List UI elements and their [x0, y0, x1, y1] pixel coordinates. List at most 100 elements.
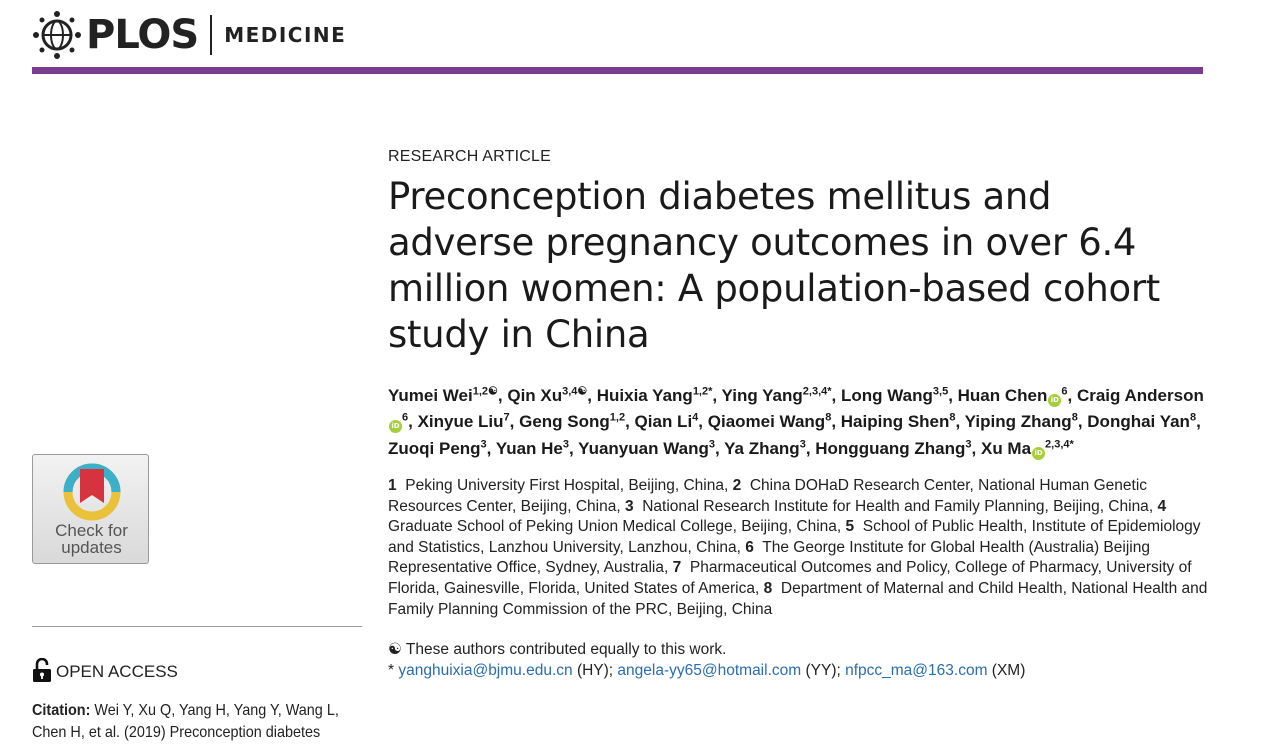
author-separator: , [805, 438, 816, 458]
citation-text: Wei Y, Xu Q, Yang H, Yang Y, Wang L, Che… [32, 702, 339, 741]
author[interactable]: Xu Ma iD2,3,4* [981, 438, 1074, 460]
check-updates-label: Check for updates [33, 522, 150, 556]
author[interactable]: Craig AndersoniD6, [388, 386, 1204, 434]
author-mark: ☯ [577, 385, 588, 397]
author-separator: , [625, 412, 635, 432]
article-front-matter: RESEARCH ARTICLE Preconception diabetes … [388, 148, 1208, 681]
author[interactable]: Yumei Wei1,2☯, [388, 385, 508, 405]
author-name: Ying Yang [721, 385, 803, 405]
author[interactable]: Xinyue Liu7, [417, 412, 520, 432]
affiliation: 1 Peking University First Hospital, Beij… [388, 476, 733, 494]
author[interactable]: Yiping Zhang8, [965, 411, 1088, 432]
author-separator: , [1196, 412, 1201, 432]
sidebar-divider [32, 626, 362, 627]
author-affiliation-sup: 2,3,4 [802, 385, 828, 397]
author[interactable]: Long Wang3,5, [841, 385, 958, 405]
author[interactable]: Zuoqi Peng3, [388, 438, 496, 458]
crossmark-icon [63, 463, 121, 521]
plos-globe-icon [33, 11, 81, 59]
author-name: Xinyue Liu [417, 412, 504, 432]
logo-divider [210, 15, 213, 55]
author-mark: * [827, 385, 832, 397]
author-separator: , [712, 385, 722, 405]
email-initials: (HY); [572, 661, 618, 679]
author[interactable]: Ying Yang2,3,4*, [721, 385, 841, 405]
author-name: Zuoqi Peng [388, 438, 481, 458]
affiliation: 2 China DOHaD Research Center, National … [388, 476, 1148, 515]
email-link[interactable]: yanghuixia@bjmu.edu.cn [398, 661, 573, 679]
plos-logo[interactable]: PLOS MEDICINE [32, 10, 346, 60]
open-lock-icon [33, 658, 51, 682]
author-mark: * [708, 385, 713, 397]
affiliation-number: 1 [388, 476, 397, 494]
orcid-icon[interactable]: iD [1032, 446, 1046, 460]
author-name: Huan Chen [957, 385, 1048, 405]
affiliation: 7 Pharmaceutical Outcomes and Policy, Co… [388, 559, 1192, 597]
author-separator: , [1077, 412, 1088, 432]
equal-contribution-symbol: ☯ [388, 641, 402, 659]
author-separator: , [971, 438, 981, 458]
orcid-icon[interactable]: iD [389, 420, 402, 434]
article-type: RESEARCH ARTICLE [388, 148, 551, 165]
logo-text: PLOS [86, 12, 199, 58]
author-separator: , [509, 412, 520, 432]
affiliation: 4 Graduate School of Peking Union Medica… [388, 497, 1167, 536]
author-name: Yuanyuan Wang [578, 438, 709, 458]
email-link[interactable]: nfpcc_ma@163.com [845, 661, 988, 679]
check-for-updates-button[interactable]: Check for updates [32, 454, 149, 564]
affiliation-number: 7 [672, 559, 682, 577]
affiliation: 5 School of Public Health, Institute of … [388, 518, 1201, 556]
author[interactable]: Donghai Yan8, [1087, 412, 1201, 432]
orcid-icon[interactable]: iD [1048, 393, 1062, 407]
author-separator: , [587, 385, 597, 405]
author[interactable]: Yuanyuan Wang3, [578, 438, 724, 458]
author-name: Geng Song [519, 412, 610, 432]
author-name: Huixia Yang [596, 385, 693, 405]
author-separator: , [408, 412, 418, 432]
author-affiliation-sup: 4 [692, 411, 699, 424]
author-affiliation-sup: 2,3,4 [1045, 438, 1070, 451]
author[interactable]: Qin Xu3,4☯, [507, 385, 597, 405]
affiliation-text: National Research Institute for Health a… [642, 497, 1149, 515]
author-notes: ☯ These authors contributed equally to t… [388, 640, 1208, 681]
author-separator: , [497, 385, 508, 405]
author-affiliation-sup: 8 [1071, 411, 1078, 424]
affiliation-text: Department of Maternal and Child Health,… [388, 579, 1208, 618]
author-affiliation-sup: 8 [949, 411, 956, 424]
author-separator: , [569, 438, 579, 458]
author-name: Yuan He [495, 438, 563, 458]
author[interactable]: Ya Zhang3, [724, 438, 816, 458]
affiliation-number: 6 [745, 538, 754, 556]
author[interactable]: Qian Li4, [635, 411, 708, 432]
journal-header: PLOS MEDICINE [32, 10, 1202, 66]
author-name: Qiaomei Wang [707, 412, 826, 432]
open-access-label: OPEN ACCESS [56, 662, 178, 681]
author[interactable]: Hongguang Zhang3, [815, 438, 981, 458]
author-name: Ya Zhang [724, 438, 800, 458]
author[interactable]: Huixia Yang1,2*, [596, 385, 722, 405]
author-mark: ☯ [488, 385, 498, 397]
author-list: Yumei Wei1,2☯, Qin Xu3,4☯, Huixia Yang1,… [388, 380, 1208, 460]
author-affiliation-sup: 1,2 [472, 385, 489, 397]
author[interactable]: Haiping Shen8, [841, 411, 965, 432]
corresponding-authors: * yanghuixia@bjmu.edu.cn (HY); angela-yy… [388, 661, 1208, 682]
author-name: Qin Xu [507, 385, 563, 405]
affiliation: 3 National Research Institute for Health… [624, 497, 1158, 515]
affiliation-text: Peking University First Hospital, Beijin… [405, 476, 724, 494]
author[interactable]: Geng Song1,2, [519, 412, 635, 432]
author-separator: , [698, 412, 708, 432]
journal-name: MEDICINE [224, 23, 347, 47]
author-affiliation-sup: 6 [1061, 385, 1068, 397]
author-affiliation-sup: 3,4 [562, 385, 578, 397]
check-updates-line1: Check for [55, 521, 128, 540]
author[interactable]: Qiaomei Wang8, [707, 412, 841, 432]
author-affiliation-sup: 3,5 [932, 385, 949, 397]
affiliation-number: 4 [1157, 497, 1167, 515]
affiliation-text: School of Public Health, Institute of Ep… [388, 518, 1201, 556]
affiliation: 8 Department of Maternal and Child Healt… [388, 580, 1207, 618]
author[interactable]: Yuan He3, [495, 438, 579, 458]
author-affiliation-sup: 3 [799, 438, 806, 451]
author-separator: , [486, 438, 496, 458]
email-link[interactable]: angela-yy65@hotmail.com [617, 661, 802, 679]
author[interactable]: Huan Chen iD6, [957, 385, 1077, 407]
